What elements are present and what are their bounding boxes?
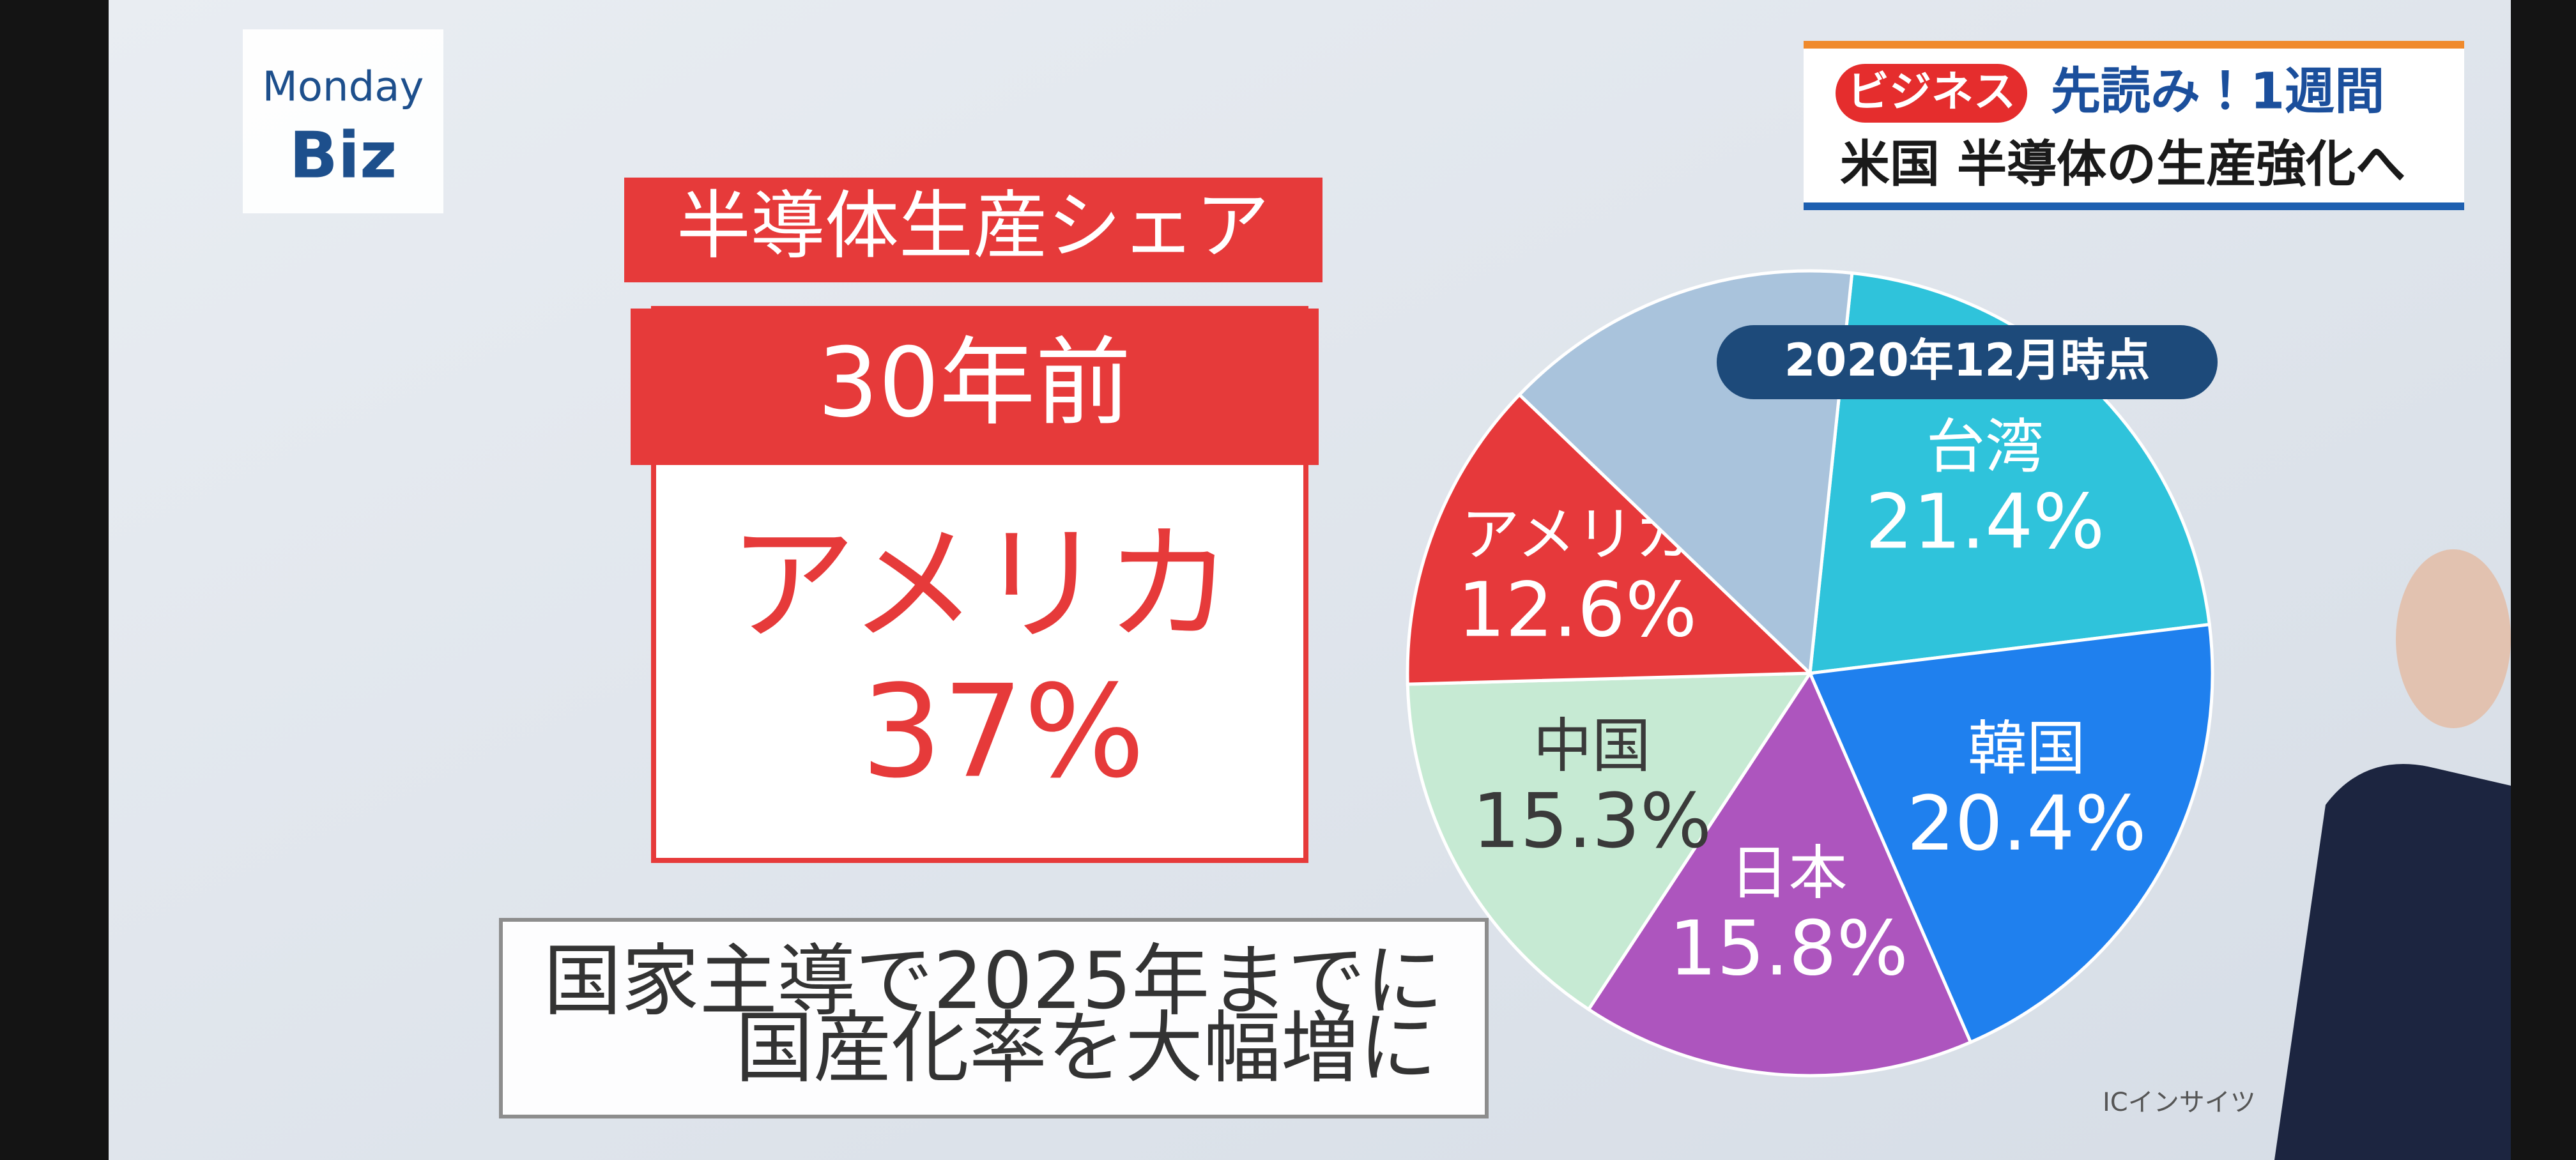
banner-topic: 米国 半導体の生産強化へ [1840,135,2405,193]
value-label: 12.6% [1457,565,1697,653]
panel-share: 37% [861,658,1146,807]
value-label: 21.4% [1865,478,2104,566]
value-label: 15.8% [1669,904,1908,992]
chart-subtitle: 2020年12月時点 [1784,334,2150,386]
pie-slice [1406,671,1813,1012]
pie-slice [1406,392,1814,686]
logo-box [243,29,443,213]
panel-country: アメリカ [728,511,1233,660]
panel-title-box [624,178,1322,282]
caption-box [499,918,1489,1118]
value-label: 15.3% [1472,777,1712,865]
logo-text: Monday [263,64,424,111]
banner-stripe [1804,202,2464,210]
chart-source: ICインサイツ [2103,1088,2256,1117]
panel-title: 半導体生産シェア [677,183,1269,270]
caption-text: 国家主導で2025年までに [544,936,1443,1026]
presenter-head [2396,549,2511,728]
slice-label: 中国 [1533,712,1651,780]
pie-slice [1807,622,2214,1044]
value-label: 20.4% [1907,779,2147,867]
pie-slice [1586,669,1973,1078]
presenter [2274,764,2511,1160]
panel-period-box [631,309,1319,465]
logo-text: Biz [289,118,397,192]
slice-label: 台湾 [1926,413,2044,481]
banner-stripe [1804,41,2464,49]
subtitle-pill [1717,325,2218,399]
banner-tag [1836,64,2027,123]
caption-text: 国産化率を大幅増に [735,1003,1437,1094]
banner-headline: 先読み！1週間 [2051,63,2384,120]
banner-tag-text: ビジネス [1847,67,2016,116]
slice-label: 日本 [1729,839,1847,908]
panel-period: 30年前 [818,328,1131,439]
slice-label: 韓国 [1968,714,2085,782]
